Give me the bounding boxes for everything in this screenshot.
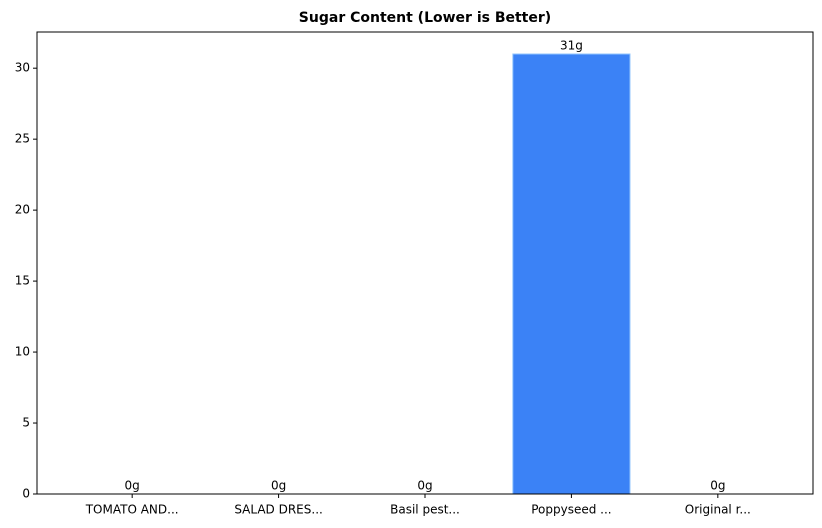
y-tick-label: 30 — [15, 61, 30, 75]
y-tick-label: 15 — [15, 274, 30, 288]
x-tick-label: TOMATO AND... — [85, 503, 179, 517]
value-label: 0g — [417, 479, 432, 493]
value-label: 0g — [710, 479, 725, 493]
y-tick-label: 20 — [15, 203, 30, 217]
x-tick-label: Original r... — [685, 503, 751, 517]
value-label: 31g — [560, 39, 583, 53]
x-tick-label: SALAD DRES... — [234, 503, 323, 517]
y-tick-label: 5 — [22, 416, 30, 430]
y-tick-label: 0 — [22, 487, 30, 501]
x-tick-label: Basil pest... — [390, 503, 460, 517]
x-tick-label: Poppyseed ... — [531, 503, 611, 517]
y-tick-label: 10 — [15, 345, 30, 359]
value-label: 0g — [125, 479, 140, 493]
plot-frame — [36, 31, 814, 495]
value-label: 0g — [271, 479, 286, 493]
chart-title: Sugar Content (Lower is Better) — [299, 10, 551, 26]
bar — [512, 53, 631, 495]
y-tick-label: 25 — [15, 132, 30, 146]
